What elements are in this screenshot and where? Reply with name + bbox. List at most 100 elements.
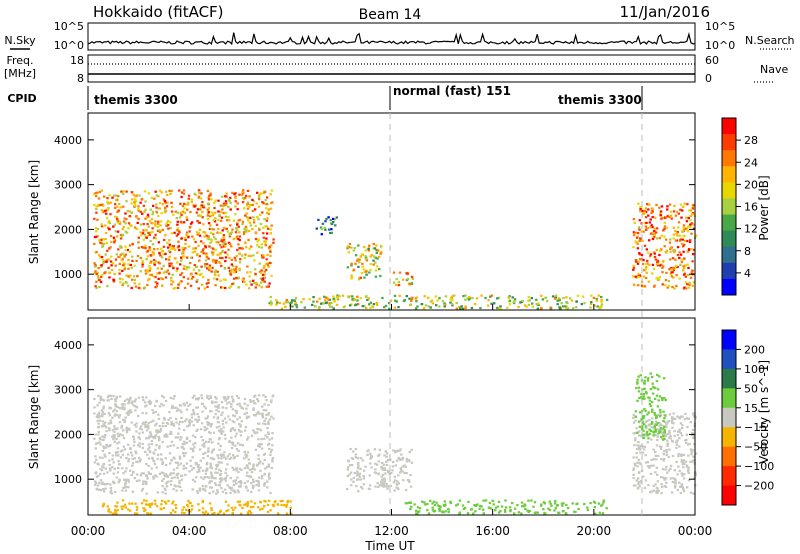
echo-cell	[681, 474, 684, 477]
echo-cell	[132, 438, 136, 441]
echo-cell	[387, 471, 391, 474]
echo-cell	[211, 259, 215, 262]
echo-cell	[121, 192, 125, 195]
echo-cell	[185, 462, 189, 465]
echo-cell	[266, 285, 269, 288]
echo-cell	[219, 204, 223, 207]
echo-cell	[124, 483, 127, 486]
echo-cell	[152, 419, 155, 422]
echo-cell	[213, 236, 216, 239]
echo-cell	[692, 436, 696, 439]
echo-cell	[112, 434, 115, 437]
echo-cell	[218, 468, 221, 471]
echo-cell	[682, 250, 685, 253]
echo-cell	[246, 438, 249, 441]
echo-cell	[361, 459, 365, 462]
echo-cell	[664, 398, 667, 402]
echo-cell	[125, 218, 128, 221]
echo-cell	[174, 210, 177, 213]
echo-cell	[385, 463, 389, 467]
echo-cell	[272, 417, 275, 420]
echo-cell	[183, 207, 186, 210]
echo-cell	[191, 396, 195, 399]
echo-cell	[691, 205, 694, 208]
echo-cell	[242, 232, 246, 235]
echo-cell	[193, 250, 196, 253]
echo-cell	[106, 396, 110, 399]
echo-cell	[146, 477, 149, 480]
echo-cell	[391, 460, 395, 464]
echo-cell	[111, 435, 114, 438]
echo-cell	[265, 399, 268, 402]
echo-cell	[676, 265, 679, 269]
echo-cell	[174, 436, 177, 439]
echo-cell	[496, 505, 499, 508]
echo-cell	[640, 418, 643, 421]
echo-cell	[141, 260, 144, 263]
echo-cell	[101, 456, 104, 459]
echo-cell	[219, 256, 222, 259]
echo-cell	[280, 307, 284, 310]
echo-cell	[127, 478, 130, 481]
echo-cell	[116, 205, 119, 208]
echo-cell	[207, 278, 210, 282]
echo-cell	[678, 430, 681, 433]
echo-cell	[205, 254, 208, 257]
echo-cell	[366, 298, 369, 301]
echo-cell	[653, 413, 657, 416]
echo-cell	[121, 233, 125, 236]
echo-cell	[110, 466, 114, 469]
echo-cell	[122, 262, 125, 265]
colorbar-segment	[722, 118, 736, 135]
colorbar-segment	[722, 150, 736, 167]
echo-cell	[479, 306, 482, 310]
echo-cell	[356, 467, 360, 470]
echo-cell	[418, 510, 421, 513]
echo-cell	[176, 211, 179, 214]
echo-cell	[190, 198, 194, 201]
echo-cell	[263, 280, 266, 283]
echo-cell	[637, 202, 640, 205]
echo-cell	[198, 273, 202, 276]
echo-cell	[191, 456, 194, 459]
echo-cell	[164, 234, 167, 237]
echo-cell	[365, 295, 368, 298]
echo-cell	[332, 297, 336, 300]
echo-cell	[97, 414, 100, 417]
echo-cell	[140, 489, 144, 492]
echo-cell	[664, 215, 668, 219]
echo-cell	[134, 285, 138, 288]
echo-cell	[358, 472, 362, 475]
echo-cell	[142, 499, 146, 502]
echo-cell	[155, 429, 158, 432]
echo-cell	[379, 274, 382, 278]
echo-cell	[194, 418, 197, 421]
echo-cell	[580, 303, 583, 306]
echo-cell	[183, 404, 186, 407]
echo-cell	[685, 287, 688, 290]
echo-cell	[662, 229, 665, 232]
echo-cell	[134, 198, 137, 201]
echo-cell	[216, 270, 219, 273]
echo-cell	[175, 421, 178, 424]
echo-cell	[646, 461, 649, 464]
echo-cell	[98, 488, 101, 491]
echo-cell	[122, 436, 126, 440]
echo-cell	[250, 434, 254, 437]
echo-cell	[95, 272, 98, 275]
echo-cell	[191, 221, 194, 224]
echo-cell	[656, 480, 660, 483]
echo-cell	[215, 223, 219, 226]
echo-cell	[673, 287, 676, 290]
echo-cell	[229, 429, 233, 433]
echo-cell	[103, 421, 107, 424]
echo-cell	[122, 190, 125, 193]
echo-cell	[196, 490, 199, 493]
echo-cell	[93, 217, 96, 220]
echo-cell	[254, 268, 257, 271]
echo-cell	[411, 296, 414, 299]
echo-cell	[392, 449, 395, 452]
echo-cell	[164, 270, 167, 273]
echo-cell	[644, 216, 648, 219]
